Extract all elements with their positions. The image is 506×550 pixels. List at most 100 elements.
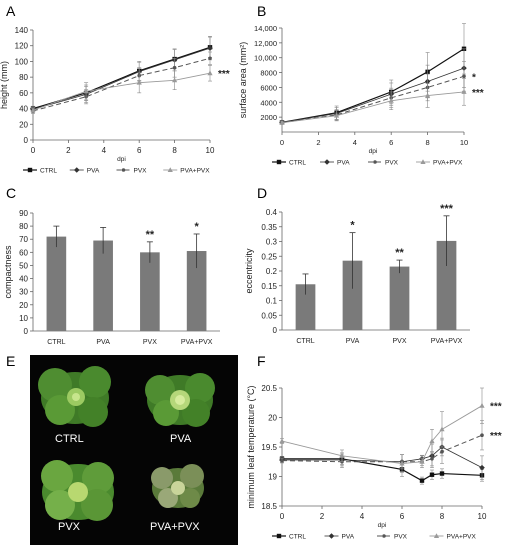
y-tick-label: 20 <box>268 414 277 423</box>
chart-a-height: 0 20 40 60 80 100 120 140 0 2 4 6 8 10 dpi height (mm) *… <box>0 26 230 175</box>
significance-annotation: * <box>472 72 476 83</box>
data-point <box>30 107 36 113</box>
panel-label-f: F <box>257 353 266 369</box>
photo-panel: CTRL PVA PVX PVA+PVX <box>30 355 238 545</box>
data-point <box>425 92 431 98</box>
plant-pvx-photo <box>41 460 114 521</box>
panel-label-e: E <box>6 353 15 369</box>
y-tick-label: 40 <box>19 275 28 284</box>
data-point <box>430 457 434 461</box>
legend-marker <box>373 160 377 164</box>
panel-label-b: B <box>257 3 266 19</box>
data-point <box>399 460 405 466</box>
y-tick-label: 0 <box>24 327 29 336</box>
plant-ctrl-photo <box>38 366 111 427</box>
plant-pva-photo <box>145 373 215 427</box>
y-tick-label: 0 <box>24 136 29 145</box>
significance-annotation: ** <box>146 229 155 241</box>
series-pva <box>279 48 467 126</box>
y-tick-label: 60 <box>19 89 28 98</box>
y-tick-label: 0.4 <box>266 208 278 217</box>
series-pvx <box>280 61 466 125</box>
legend-label-pvx: PVX <box>385 160 399 167</box>
significance-annotation: *** <box>490 402 502 413</box>
legend-label-pva-pvx: PVA+PVX <box>447 534 477 541</box>
x-tick-label: 2 <box>66 146 71 155</box>
series-pvx <box>280 420 484 470</box>
data-point <box>479 402 485 408</box>
series-ctrl <box>279 23 467 125</box>
x-tick-label: 10 <box>478 512 487 521</box>
series-line <box>281 67 465 123</box>
y-tick-label: 0 <box>273 326 278 335</box>
x-tick-label: 4 <box>360 512 365 521</box>
y-tick-label: 4000 <box>260 98 277 107</box>
x-tick-label: 10 <box>206 146 215 155</box>
x-tick-label: 8 <box>440 512 445 521</box>
x-tick-label: 2 <box>320 512 325 521</box>
legend: CTRL PVA PVX PVA+PVX <box>23 167 210 175</box>
legend-marker <box>382 534 386 538</box>
x-tick-label: 6 <box>400 512 405 521</box>
x-tick-label: 8 <box>426 138 430 147</box>
x-tick-label: 4 <box>102 146 107 155</box>
category-label-ctrl: CTRL <box>47 339 65 346</box>
legend-marker <box>276 533 282 539</box>
y-axis-title: surface area (mm²) <box>238 42 248 119</box>
legend-label-ctrl: CTRL <box>289 160 306 167</box>
legend-marker <box>420 159 426 164</box>
series-line <box>281 75 465 124</box>
y-tick-label: 80 <box>19 222 28 231</box>
series-pva-pvx <box>279 78 467 125</box>
x-tick-label: 0 <box>31 146 36 155</box>
data-point <box>334 112 340 118</box>
y-tick-label: 14,000 <box>254 24 277 33</box>
legend-label-ctrl: CTRL <box>40 168 57 175</box>
x-tick-label: 6 <box>137 146 142 155</box>
data-point <box>136 79 142 85</box>
series-line <box>281 48 465 123</box>
significance-annotation: *** <box>440 203 454 215</box>
y-tick-label: 0.15 <box>261 282 277 291</box>
data-point <box>83 88 89 94</box>
y-tick-label: 10,000 <box>254 54 277 63</box>
legend-label-pva: PVA <box>342 534 355 541</box>
legend-marker <box>276 159 282 165</box>
y-tick-label: 0.1 <box>266 297 278 306</box>
y-tick-label: 40 <box>19 105 28 114</box>
data-point <box>429 472 435 477</box>
legend: CTRL PVA PVX PVA+PVX <box>272 159 463 167</box>
category-label-pva-pvx: PVA+PVX <box>181 339 213 346</box>
legend-label-pva: PVA <box>337 160 350 167</box>
legend-label-pvx: PVX <box>134 168 148 175</box>
data-point <box>207 45 213 51</box>
panel-label-c: C <box>6 185 16 201</box>
data-point <box>279 119 285 125</box>
x-tick-label: 4 <box>353 138 357 147</box>
legend-marker <box>167 167 173 172</box>
y-tick-label: 30 <box>19 288 28 297</box>
legend-label-pva-pvx: PVA+PVX <box>433 160 463 167</box>
data-point <box>419 458 425 464</box>
x-tick-label: 10 <box>460 138 468 147</box>
y-axis-title: height (mm) <box>0 61 9 109</box>
bar-pvx <box>389 266 410 330</box>
legend-marker <box>324 159 330 165</box>
x-axis-title: dpi <box>378 522 387 529</box>
bar-pva-pvx <box>436 240 457 330</box>
chart-b-surface-area: 2000 4000 6000 8000 10,000 12,000 14,000 0 2 4 6 8 1… <box>238 23 484 167</box>
y-tick-label: 100 <box>15 57 29 66</box>
series-line <box>32 57 211 112</box>
significance-annotation: ** <box>395 247 404 259</box>
series-pva-pvx <box>30 65 213 113</box>
bar-pvx <box>140 252 160 331</box>
category-label-pva: PVA <box>346 338 360 345</box>
y-tick-label: 12,000 <box>254 39 277 48</box>
category-label-pva: PVA <box>96 339 110 346</box>
significance-annotation: * <box>350 220 355 232</box>
plant-pva-pvx-photo <box>151 464 204 508</box>
y-axis-title: compactness <box>3 245 13 299</box>
data-point <box>280 458 284 463</box>
data-point <box>279 438 285 444</box>
legend-marker <box>73 167 80 173</box>
